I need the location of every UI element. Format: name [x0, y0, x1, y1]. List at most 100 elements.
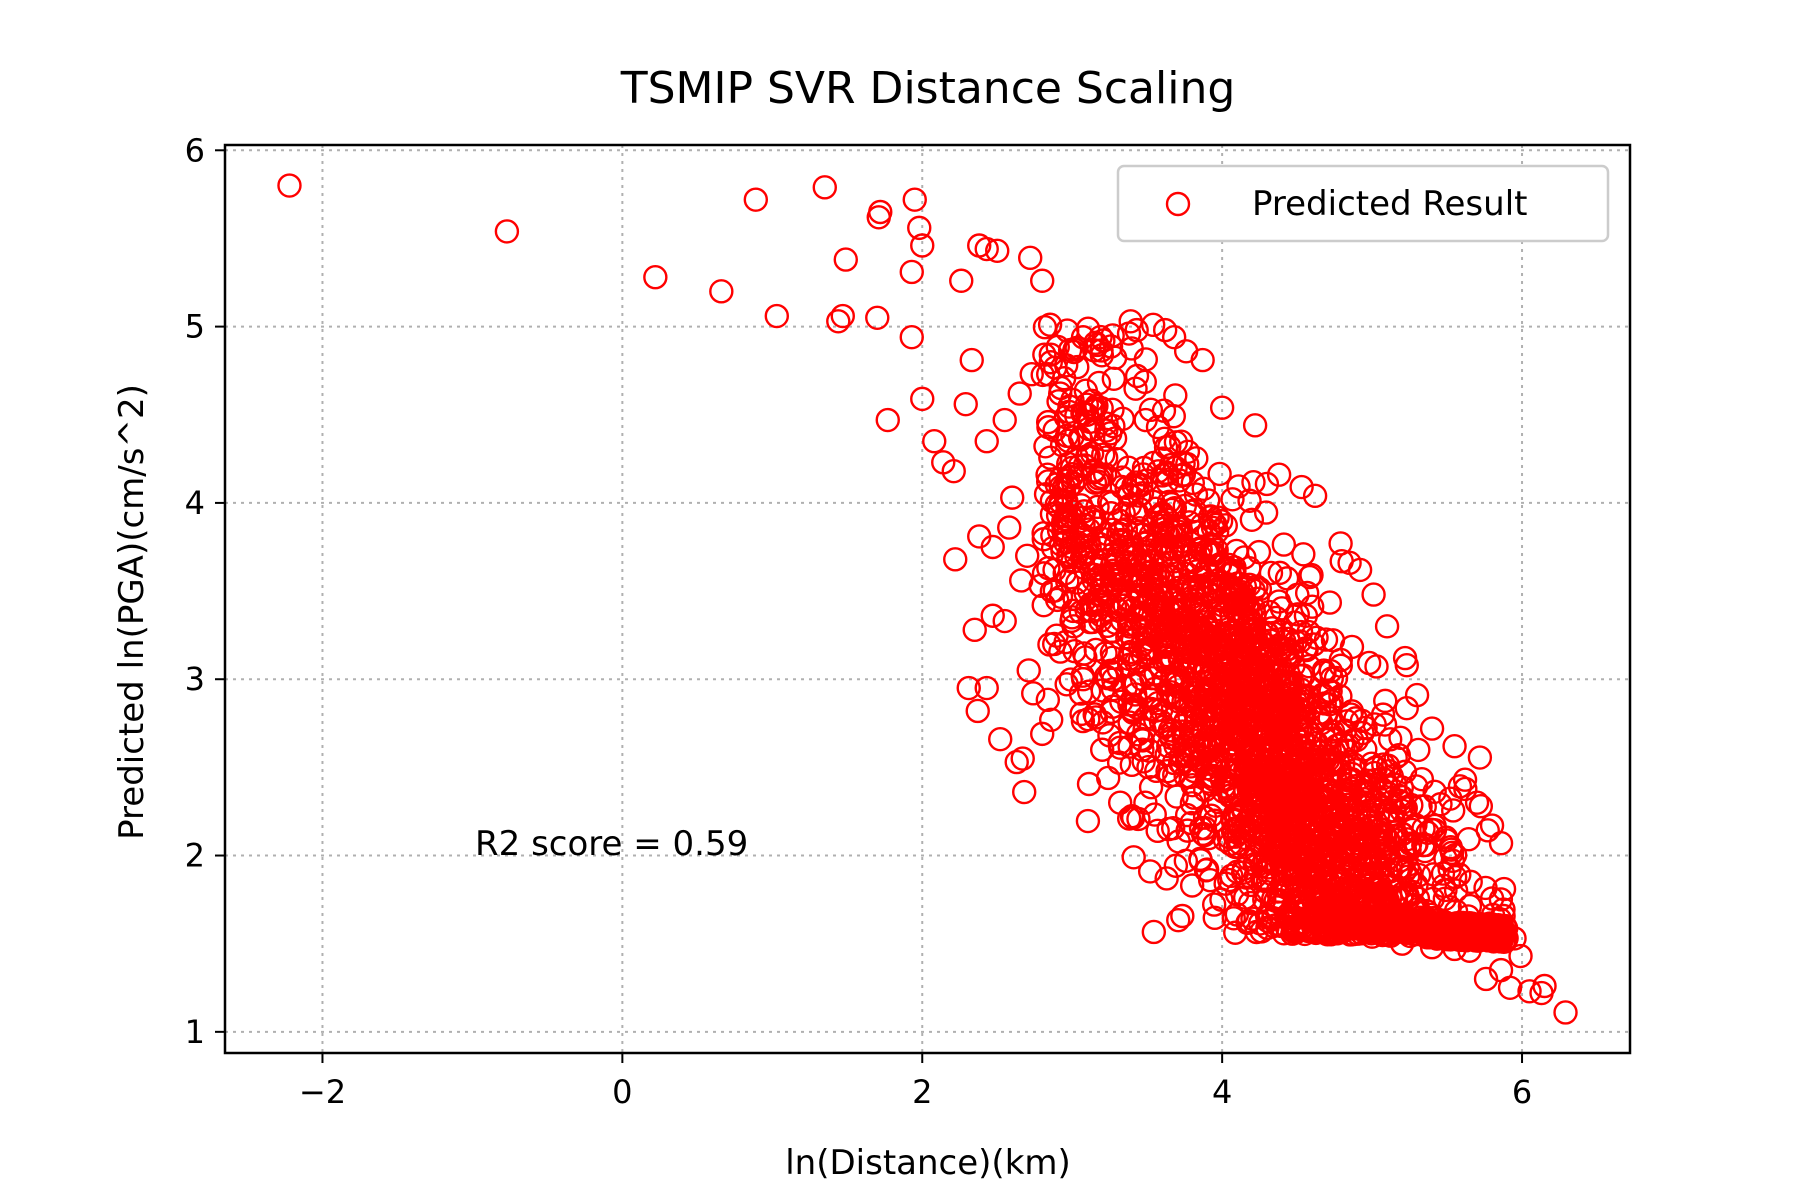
data-point — [1300, 853, 1326, 879]
data-point — [949, 268, 974, 293]
data-point — [1394, 652, 1419, 678]
x-tick-label: 2 — [912, 1073, 932, 1111]
data-point — [1140, 312, 1166, 338]
data-point — [1037, 312, 1063, 337]
data-point — [1202, 808, 1227, 833]
data-point — [1339, 634, 1365, 660]
data-point — [992, 407, 1017, 433]
data-point — [1179, 873, 1205, 898]
data-point — [1307, 827, 1332, 852]
data-point — [1331, 847, 1356, 872]
x-tick-label: 6 — [1512, 1073, 1532, 1111]
data-point — [1053, 530, 1078, 555]
data-point — [1233, 603, 1258, 629]
data-point — [1184, 446, 1209, 471]
legend-marker — [1165, 191, 1191, 217]
data-point — [1076, 528, 1101, 554]
data-point — [1060, 470, 1086, 496]
data-point — [1257, 762, 1283, 787]
data-point — [1165, 674, 1191, 699]
data-point — [812, 175, 837, 200]
data-point — [1220, 487, 1245, 512]
data-point — [1153, 435, 1179, 460]
data-point — [1517, 979, 1542, 1004]
data-point — [1154, 866, 1179, 891]
data-point — [833, 247, 858, 272]
data-point — [1137, 564, 1163, 590]
data-point — [1467, 745, 1493, 770]
data-point — [1317, 706, 1342, 731]
data-point — [1087, 583, 1112, 608]
data-point — [1375, 809, 1401, 834]
data-point — [1123, 470, 1149, 495]
data-point — [1172, 596, 1197, 621]
data-point — [1387, 783, 1412, 809]
data-point — [1195, 617, 1220, 642]
data-point — [941, 458, 966, 484]
data-point — [875, 407, 900, 433]
data-point — [1475, 928, 1501, 953]
data-point — [1271, 532, 1297, 557]
data-point — [1174, 688, 1199, 713]
data-point — [1099, 699, 1124, 725]
data-point — [1299, 562, 1324, 588]
data-point — [1358, 871, 1383, 897]
data-point — [1076, 771, 1102, 797]
data-point — [1236, 908, 1262, 934]
data-point — [1267, 887, 1292, 913]
chart-title: TSMIP SVR Distance Scaling — [620, 63, 1236, 114]
data-point — [1213, 635, 1239, 660]
data-point — [980, 603, 1005, 628]
data-point — [1289, 474, 1314, 500]
y-tick-label: 1 — [185, 1013, 205, 1051]
data-point — [1362, 875, 1388, 901]
y-tick-label: 4 — [185, 484, 205, 522]
data-point — [1266, 838, 1291, 863]
data-point — [1194, 709, 1220, 735]
data-point — [956, 675, 981, 701]
data-point — [1007, 381, 1032, 406]
data-point — [1301, 632, 1326, 657]
data-point — [1157, 763, 1183, 788]
data-point — [974, 429, 999, 454]
data-point — [1337, 808, 1362, 834]
data-point — [1057, 337, 1083, 363]
data-point — [865, 305, 890, 330]
data-point — [1177, 704, 1202, 730]
data-point — [1188, 848, 1213, 873]
data-point — [959, 347, 984, 373]
data-point — [1394, 695, 1419, 721]
data-point — [1139, 683, 1164, 709]
data-point — [1101, 568, 1127, 593]
data-point — [992, 608, 1017, 634]
data-point — [1015, 543, 1040, 569]
data-point — [1035, 687, 1061, 713]
data-point — [1344, 906, 1370, 931]
data-point — [1117, 710, 1142, 735]
data-point — [1161, 324, 1187, 350]
data-point — [1048, 490, 1074, 515]
data-point — [1021, 681, 1046, 706]
data-point — [1404, 831, 1429, 857]
data-point — [1289, 873, 1314, 898]
data-point — [1176, 553, 1202, 578]
data-point — [1231, 585, 1256, 611]
data-point — [1070, 708, 1096, 734]
data-point — [1183, 482, 1209, 507]
data-point — [1313, 627, 1339, 652]
data-point — [1488, 830, 1514, 856]
data-point — [1406, 862, 1432, 888]
data-point — [1143, 578, 1169, 603]
data-point — [1121, 845, 1146, 870]
data-point — [1152, 426, 1177, 451]
data-point — [974, 675, 999, 701]
data-point — [1269, 619, 1294, 644]
data-point — [764, 303, 790, 329]
data-point — [922, 429, 947, 454]
data-point — [907, 215, 932, 241]
data-point — [1277, 669, 1303, 694]
data-point — [1204, 519, 1230, 544]
data-point — [965, 698, 990, 724]
data-point — [1433, 916, 1459, 942]
data-point — [1384, 823, 1409, 848]
